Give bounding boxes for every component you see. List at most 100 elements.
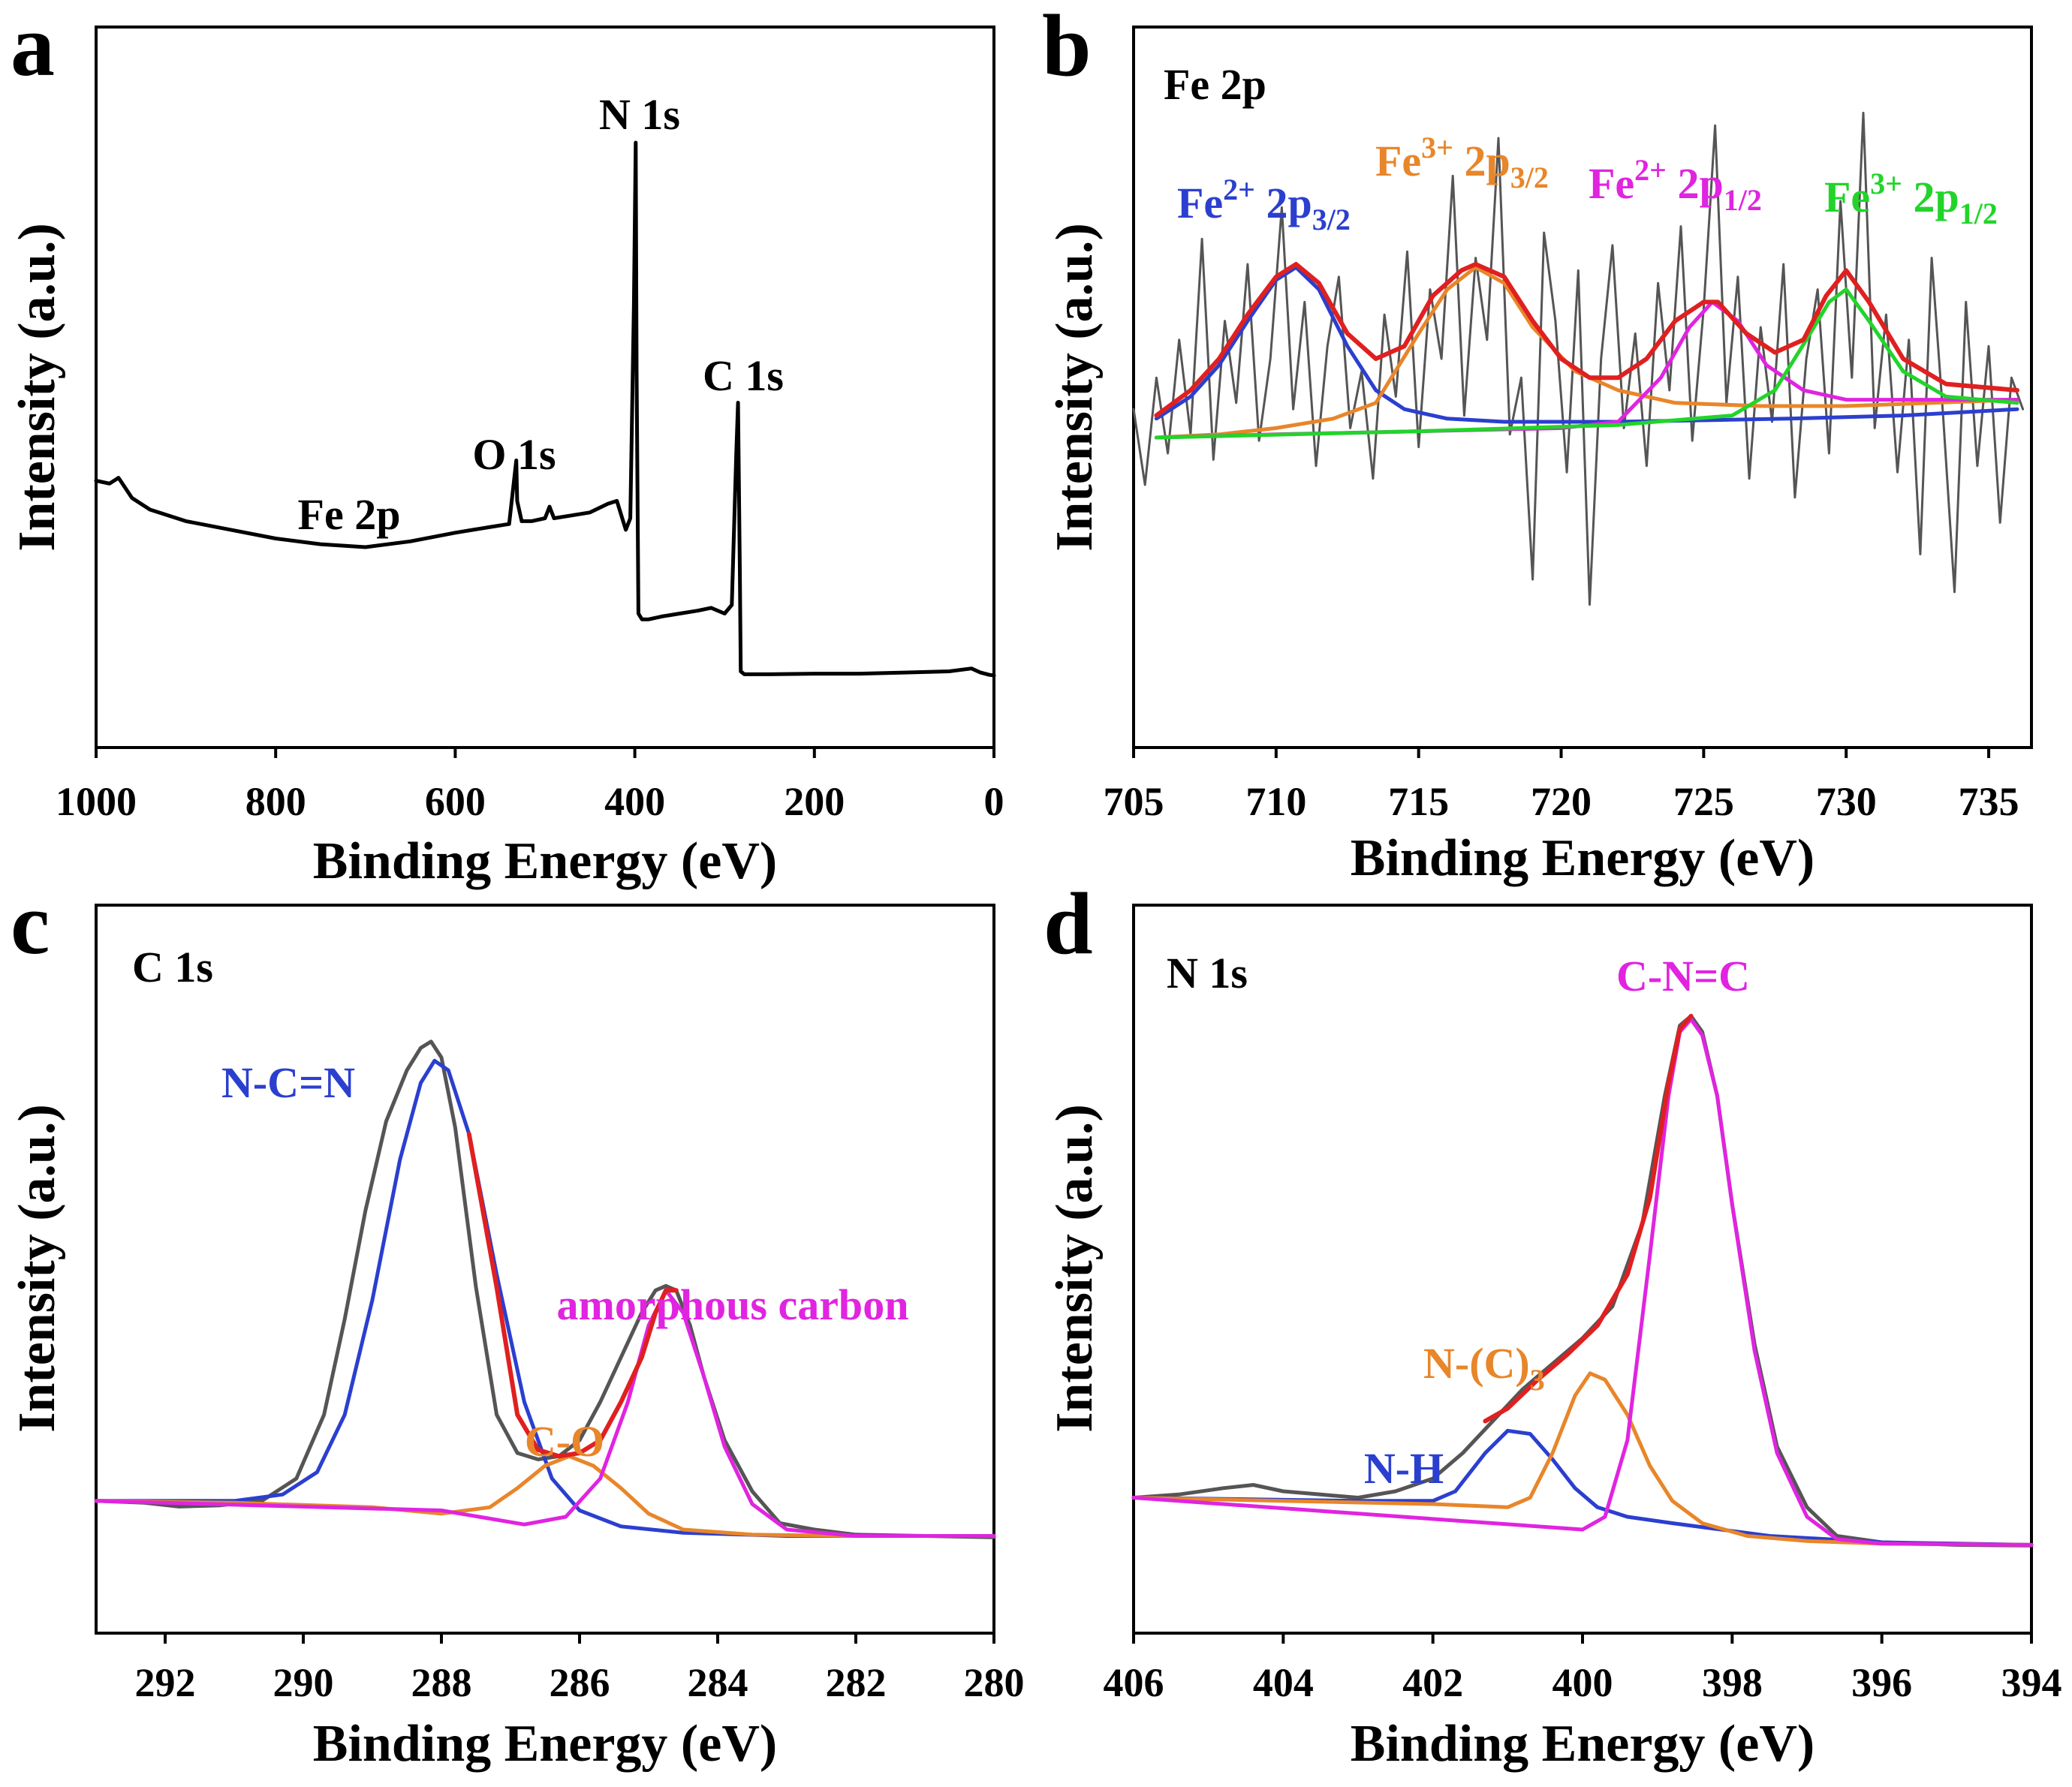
- panel-b-series-envelope: [1154, 262, 2019, 418]
- panel-b-series-raw-data: [1132, 111, 2025, 606]
- panel-c-x-tick-label: 288: [411, 1660, 472, 1705]
- panel-b-x-tick-label: 710: [1245, 779, 1306, 824]
- panel-c-series-raw-data: [94, 1039, 996, 1539]
- panel-c-x-tick-label: 282: [826, 1660, 887, 1705]
- panel-a-x-ticks: 1000 800 600 400 200 0: [56, 748, 1004, 824]
- panel-letter-d: d: [1044, 874, 1093, 973]
- panel-b-series-fe3-2p3-2-fit: [1154, 265, 2019, 440]
- panel-b-x-tick-label: 720: [1531, 779, 1592, 824]
- panel-d-x-ticks: 406 404 402 400 398 396 394: [1104, 1633, 2062, 1705]
- panel-c-y-axis-label: Intensity (a.u.): [8, 1104, 66, 1433]
- panel-b-y-axis-label: Intensity (a.u.): [1046, 223, 1104, 552]
- panel-d-x-tick-label: 404: [1253, 1660, 1314, 1705]
- annotation-fe3-2p32-sub: 3/2: [1510, 161, 1549, 194]
- panel-d-series: [1131, 1013, 2034, 1548]
- panel-d-x-axis-label: Binding Energy (eV): [1351, 1715, 1815, 1773]
- panel-b-x-tick-label: 725: [1673, 779, 1734, 824]
- annotation-fe3-2p12-base: Fe: [1824, 173, 1870, 221]
- annotation-o1s: O 1s: [472, 430, 556, 479]
- panel-d-x-tick-label: 400: [1552, 1660, 1613, 1705]
- panel-b-x-axis-label: Binding Energy (eV): [1351, 829, 1815, 887]
- annotation-fe3-2p32-sup: 3+: [1421, 131, 1453, 164]
- panel-a-x-tick-label: 600: [425, 779, 486, 824]
- panel-d-series-c-n-c-fit: [1131, 1017, 2034, 1547]
- annotation-c-o: C-O: [525, 1417, 604, 1466]
- annotation-c1s: C 1s: [703, 351, 784, 400]
- annotation-fe3-2p32: Fe3+ 2p3/2: [1375, 131, 1549, 194]
- annotation-fe3-2p12-sub: 1/2: [1959, 197, 1998, 230]
- panel-c-series-envelope: [466, 1132, 679, 1459]
- panel-c-x-axis-label: Binding Energy (eV): [313, 1715, 777, 1773]
- panel-a-x-tick-label: 200: [784, 779, 845, 824]
- annotation-c-n-c: C-N=C: [1616, 952, 1750, 1000]
- panel-a-frame: [95, 26, 995, 749]
- panel-d-x-tick-label: 396: [1851, 1660, 1912, 1705]
- panel-b-series: [1132, 111, 2025, 606]
- annotation-fe2-2p12: Fe2+ 2p1/2: [1589, 153, 1762, 217]
- panel-a-series: [94, 140, 996, 678]
- panel-b-x-tick-label: 705: [1104, 779, 1164, 824]
- panel-c-series: [94, 1039, 996, 1539]
- annotation-fe2-2p12-mid: 2p: [1667, 159, 1724, 208]
- panel-a: a 1000 800 600 400 200 0 N 1s C 1s O 1s Fe 2p…: [8, 0, 1004, 890]
- annotation-fe2-2p32-sup: 2+: [1223, 173, 1255, 206]
- panel-b-x-ticks: 705 710 715 720 725 730 735: [1104, 748, 2019, 824]
- annotation-fe3-2p32-base: Fe: [1375, 137, 1421, 185]
- annotation-fe2-2p12-sup: 2+: [1634, 153, 1667, 187]
- panel-d-y-axis-label: Intensity (a.u.): [1046, 1104, 1104, 1433]
- annotation-n-c-n: N-C=N: [221, 1058, 355, 1107]
- panel-b: b 705 710 715 720 725 730 735 Fe 2p Fe2+ 2p3/2…: [1042, 0, 2033, 887]
- panel-b-series-fe3-2p1-2-fit: [1154, 287, 2019, 440]
- panel-c-x-tick-label: 290: [273, 1660, 334, 1705]
- panel-b-title: Fe 2p: [1164, 60, 1266, 109]
- panel-b-frame: [1132, 26, 2033, 749]
- panel-c-x-ticks: 292 290 288 286 284 282 280: [135, 1633, 1025, 1705]
- panel-d-x-tick-label: 406: [1104, 1660, 1164, 1705]
- annotation-n-h: N-H: [1364, 1444, 1444, 1493]
- annotation-n1s: N 1s: [599, 90, 680, 139]
- panel-b-x-tick-label: 715: [1388, 779, 1449, 824]
- panel-a-y-axis-label: Intensity (a.u.): [8, 223, 66, 552]
- panel-letter-a: a: [11, 0, 55, 95]
- panel-d-frame: [1132, 904, 2033, 1635]
- panel-a-x-tick-label: 400: [604, 779, 665, 824]
- panel-c-x-tick-label: 286: [550, 1660, 610, 1705]
- panel-b-series-fe2-2p3-2-fit: [1154, 265, 2019, 424]
- panel-d-title: N 1s: [1167, 949, 1248, 997]
- annotation-fe2-2p32-sub: 3/2: [1312, 203, 1351, 236]
- annotation-fe2-2p32: Fe2+ 2p3/2: [1177, 173, 1351, 236]
- panel-d: d 406 404 402 400 398 396 394 N 1s C-N=C N-(C)…: [1044, 874, 2062, 1773]
- panel-c-series-n-c-n-fit: [94, 1058, 996, 1538]
- panel-a-x-tick-label: 800: [245, 779, 306, 824]
- annotation-fe3-2p12: Fe3+ 2p1/2: [1824, 167, 1998, 230]
- panel-c-x-tick-label: 284: [688, 1660, 748, 1705]
- panel-a-x-axis-label: Binding Energy (eV): [313, 832, 777, 890]
- panel-d-x-tick-label: 394: [2001, 1660, 2062, 1705]
- panel-b-x-tick-label: 735: [1959, 779, 2019, 824]
- annotation-amorphous-carbon: amorphous carbon: [557, 1280, 909, 1329]
- annotation-fe3-2p12-mid: 2p: [1902, 173, 1959, 221]
- panel-letter-c: c: [11, 874, 50, 973]
- panel-d-x-tick-label: 402: [1402, 1660, 1463, 1705]
- annotation-fe3-2p12-sup: 3+: [1870, 167, 1902, 200]
- annotation-fe2-2p12-base: Fe: [1589, 159, 1634, 208]
- annotation-fe2-2p12-sub: 1/2: [1724, 183, 1762, 217]
- panel-c: c 292 290 288 286 284 282 280 C 1s N-C=N C-O a…: [8, 874, 1025, 1773]
- panel-letter-b: b: [1042, 0, 1092, 95]
- annotation-fe2p-survey: Fe 2p: [298, 490, 401, 539]
- annotation-n-c3-sub: 3: [1530, 1363, 1545, 1397]
- panel-c-frame: [95, 904, 995, 1635]
- panel-b-x-tick-label: 730: [1816, 779, 1877, 824]
- panel-d-series-envelope: [1483, 1013, 1694, 1424]
- panel-d-series-n-c-3-fit: [1131, 1371, 2034, 1547]
- panel-d-series-raw-data: [1131, 1014, 2034, 1548]
- annotation-n-c3: N-(C)3: [1423, 1339, 1545, 1397]
- panel-d-x-tick-label: 398: [1702, 1660, 1763, 1705]
- panel-c-x-tick-label: 292: [135, 1660, 196, 1705]
- panel-c-series-c-o-fit: [94, 1454, 996, 1538]
- annotation-fe3-2p32-mid: 2p: [1453, 137, 1510, 185]
- annotation-fe2-2p32-base: Fe: [1177, 179, 1223, 227]
- panel-a-x-tick-label: 0: [984, 779, 1004, 824]
- panel-a-x-tick-label: 1000: [56, 779, 137, 824]
